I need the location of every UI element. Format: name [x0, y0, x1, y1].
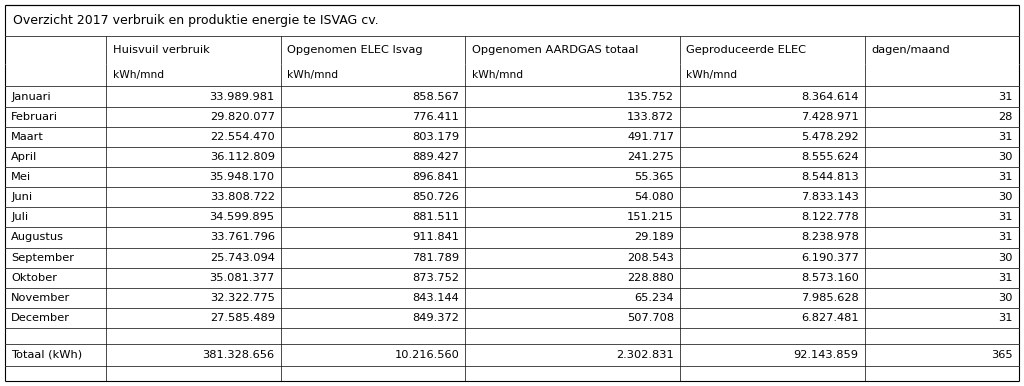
Text: 896.841: 896.841	[413, 172, 459, 182]
Text: 25.743.094: 25.743.094	[210, 252, 274, 262]
Text: December: December	[11, 313, 71, 323]
Text: 29.189: 29.189	[635, 232, 674, 242]
Text: 5.478.292: 5.478.292	[801, 132, 859, 142]
Text: Huisvuil verbruik: Huisvuil verbruik	[113, 45, 209, 55]
Text: 35.081.377: 35.081.377	[210, 273, 274, 283]
Text: 850.726: 850.726	[413, 192, 459, 202]
Text: 776.411: 776.411	[413, 112, 459, 122]
Text: September: September	[11, 252, 75, 262]
Text: 881.511: 881.511	[412, 212, 459, 222]
Text: 30: 30	[998, 192, 1013, 202]
Text: 507.708: 507.708	[627, 313, 674, 323]
Text: 8.544.813: 8.544.813	[801, 172, 859, 182]
Text: 858.567: 858.567	[413, 91, 459, 102]
Text: 33.989.981: 33.989.981	[210, 91, 274, 102]
Text: Oktober: Oktober	[11, 273, 57, 283]
Text: 2.302.831: 2.302.831	[616, 350, 674, 360]
Text: 33.808.722: 33.808.722	[210, 192, 274, 202]
Text: 365: 365	[991, 350, 1013, 360]
Text: Juli: Juli	[11, 212, 29, 222]
Text: 151.215: 151.215	[627, 212, 674, 222]
Text: 843.144: 843.144	[413, 293, 459, 303]
Text: kWh/mnd: kWh/mnd	[113, 70, 164, 80]
Text: 228.880: 228.880	[628, 273, 674, 283]
Text: 28: 28	[998, 112, 1013, 122]
Text: 33.761.796: 33.761.796	[210, 232, 274, 242]
Text: 781.789: 781.789	[412, 252, 459, 262]
Text: 10.216.560: 10.216.560	[394, 350, 459, 360]
Text: 7.833.143: 7.833.143	[801, 192, 859, 202]
Text: 27.585.489: 27.585.489	[210, 313, 274, 323]
Text: 8.573.160: 8.573.160	[801, 273, 859, 283]
Text: Totaal (kWh): Totaal (kWh)	[11, 350, 82, 360]
Text: 31: 31	[998, 232, 1013, 242]
Text: 36.112.809: 36.112.809	[210, 152, 274, 162]
Text: 8.555.624: 8.555.624	[801, 152, 859, 162]
Text: 803.179: 803.179	[412, 132, 459, 142]
Text: 889.427: 889.427	[413, 152, 459, 162]
Text: 34.599.895: 34.599.895	[210, 212, 274, 222]
Text: 30: 30	[998, 293, 1013, 303]
Text: Geproduceerde ELEC: Geproduceerde ELEC	[686, 45, 807, 55]
Text: 381.328.656: 381.328.656	[203, 350, 274, 360]
Text: 31: 31	[998, 172, 1013, 182]
Text: 208.543: 208.543	[628, 252, 674, 262]
Text: 133.872: 133.872	[627, 112, 674, 122]
Text: Maart: Maart	[11, 132, 44, 142]
Text: 30: 30	[998, 152, 1013, 162]
Text: kWh/mnd: kWh/mnd	[471, 70, 522, 80]
Text: 31: 31	[998, 91, 1013, 102]
Text: Overzicht 2017 verbruik en produktie energie te ISVAG cv.: Overzicht 2017 verbruik en produktie ene…	[13, 14, 379, 27]
Text: 55.365: 55.365	[635, 172, 674, 182]
Text: 873.752: 873.752	[413, 273, 459, 283]
Text: 32.322.775: 32.322.775	[210, 293, 274, 303]
Text: kWh/mnd: kWh/mnd	[287, 70, 338, 80]
Text: 6.190.377: 6.190.377	[801, 252, 859, 262]
Text: 7.985.628: 7.985.628	[801, 293, 859, 303]
Text: kWh/mnd: kWh/mnd	[686, 70, 737, 80]
Text: 30: 30	[998, 252, 1013, 262]
Text: Februari: Februari	[11, 112, 58, 122]
Text: 135.752: 135.752	[627, 91, 674, 102]
Text: Opgenomen AARDGAS totaal: Opgenomen AARDGAS totaal	[471, 45, 638, 55]
Text: 29.820.077: 29.820.077	[210, 112, 274, 122]
Text: 6.827.481: 6.827.481	[801, 313, 859, 323]
Text: 35.948.170: 35.948.170	[210, 172, 274, 182]
Text: 22.554.470: 22.554.470	[210, 132, 274, 142]
Text: 849.372: 849.372	[413, 313, 459, 323]
Text: Augustus: Augustus	[11, 232, 65, 242]
Text: 911.841: 911.841	[413, 232, 459, 242]
Text: 8.364.614: 8.364.614	[801, 91, 859, 102]
Text: Mei: Mei	[11, 172, 32, 182]
Text: 31: 31	[998, 212, 1013, 222]
Text: 65.234: 65.234	[635, 293, 674, 303]
Text: 8.238.978: 8.238.978	[801, 232, 859, 242]
Text: 8.122.778: 8.122.778	[801, 212, 859, 222]
Text: Opgenomen ELEC Isvag: Opgenomen ELEC Isvag	[287, 45, 423, 55]
Text: 241.275: 241.275	[628, 152, 674, 162]
Text: Juni: Juni	[11, 192, 33, 202]
Text: dagen/maand: dagen/maand	[871, 45, 949, 55]
Text: 491.717: 491.717	[627, 132, 674, 142]
Text: 31: 31	[998, 132, 1013, 142]
Text: 7.428.971: 7.428.971	[801, 112, 859, 122]
Text: April: April	[11, 152, 38, 162]
Text: 31: 31	[998, 273, 1013, 283]
Text: 54.080: 54.080	[635, 192, 674, 202]
Text: November: November	[11, 293, 71, 303]
Text: Januari: Januari	[11, 91, 51, 102]
Text: 92.143.859: 92.143.859	[794, 350, 859, 360]
Text: 31: 31	[998, 313, 1013, 323]
